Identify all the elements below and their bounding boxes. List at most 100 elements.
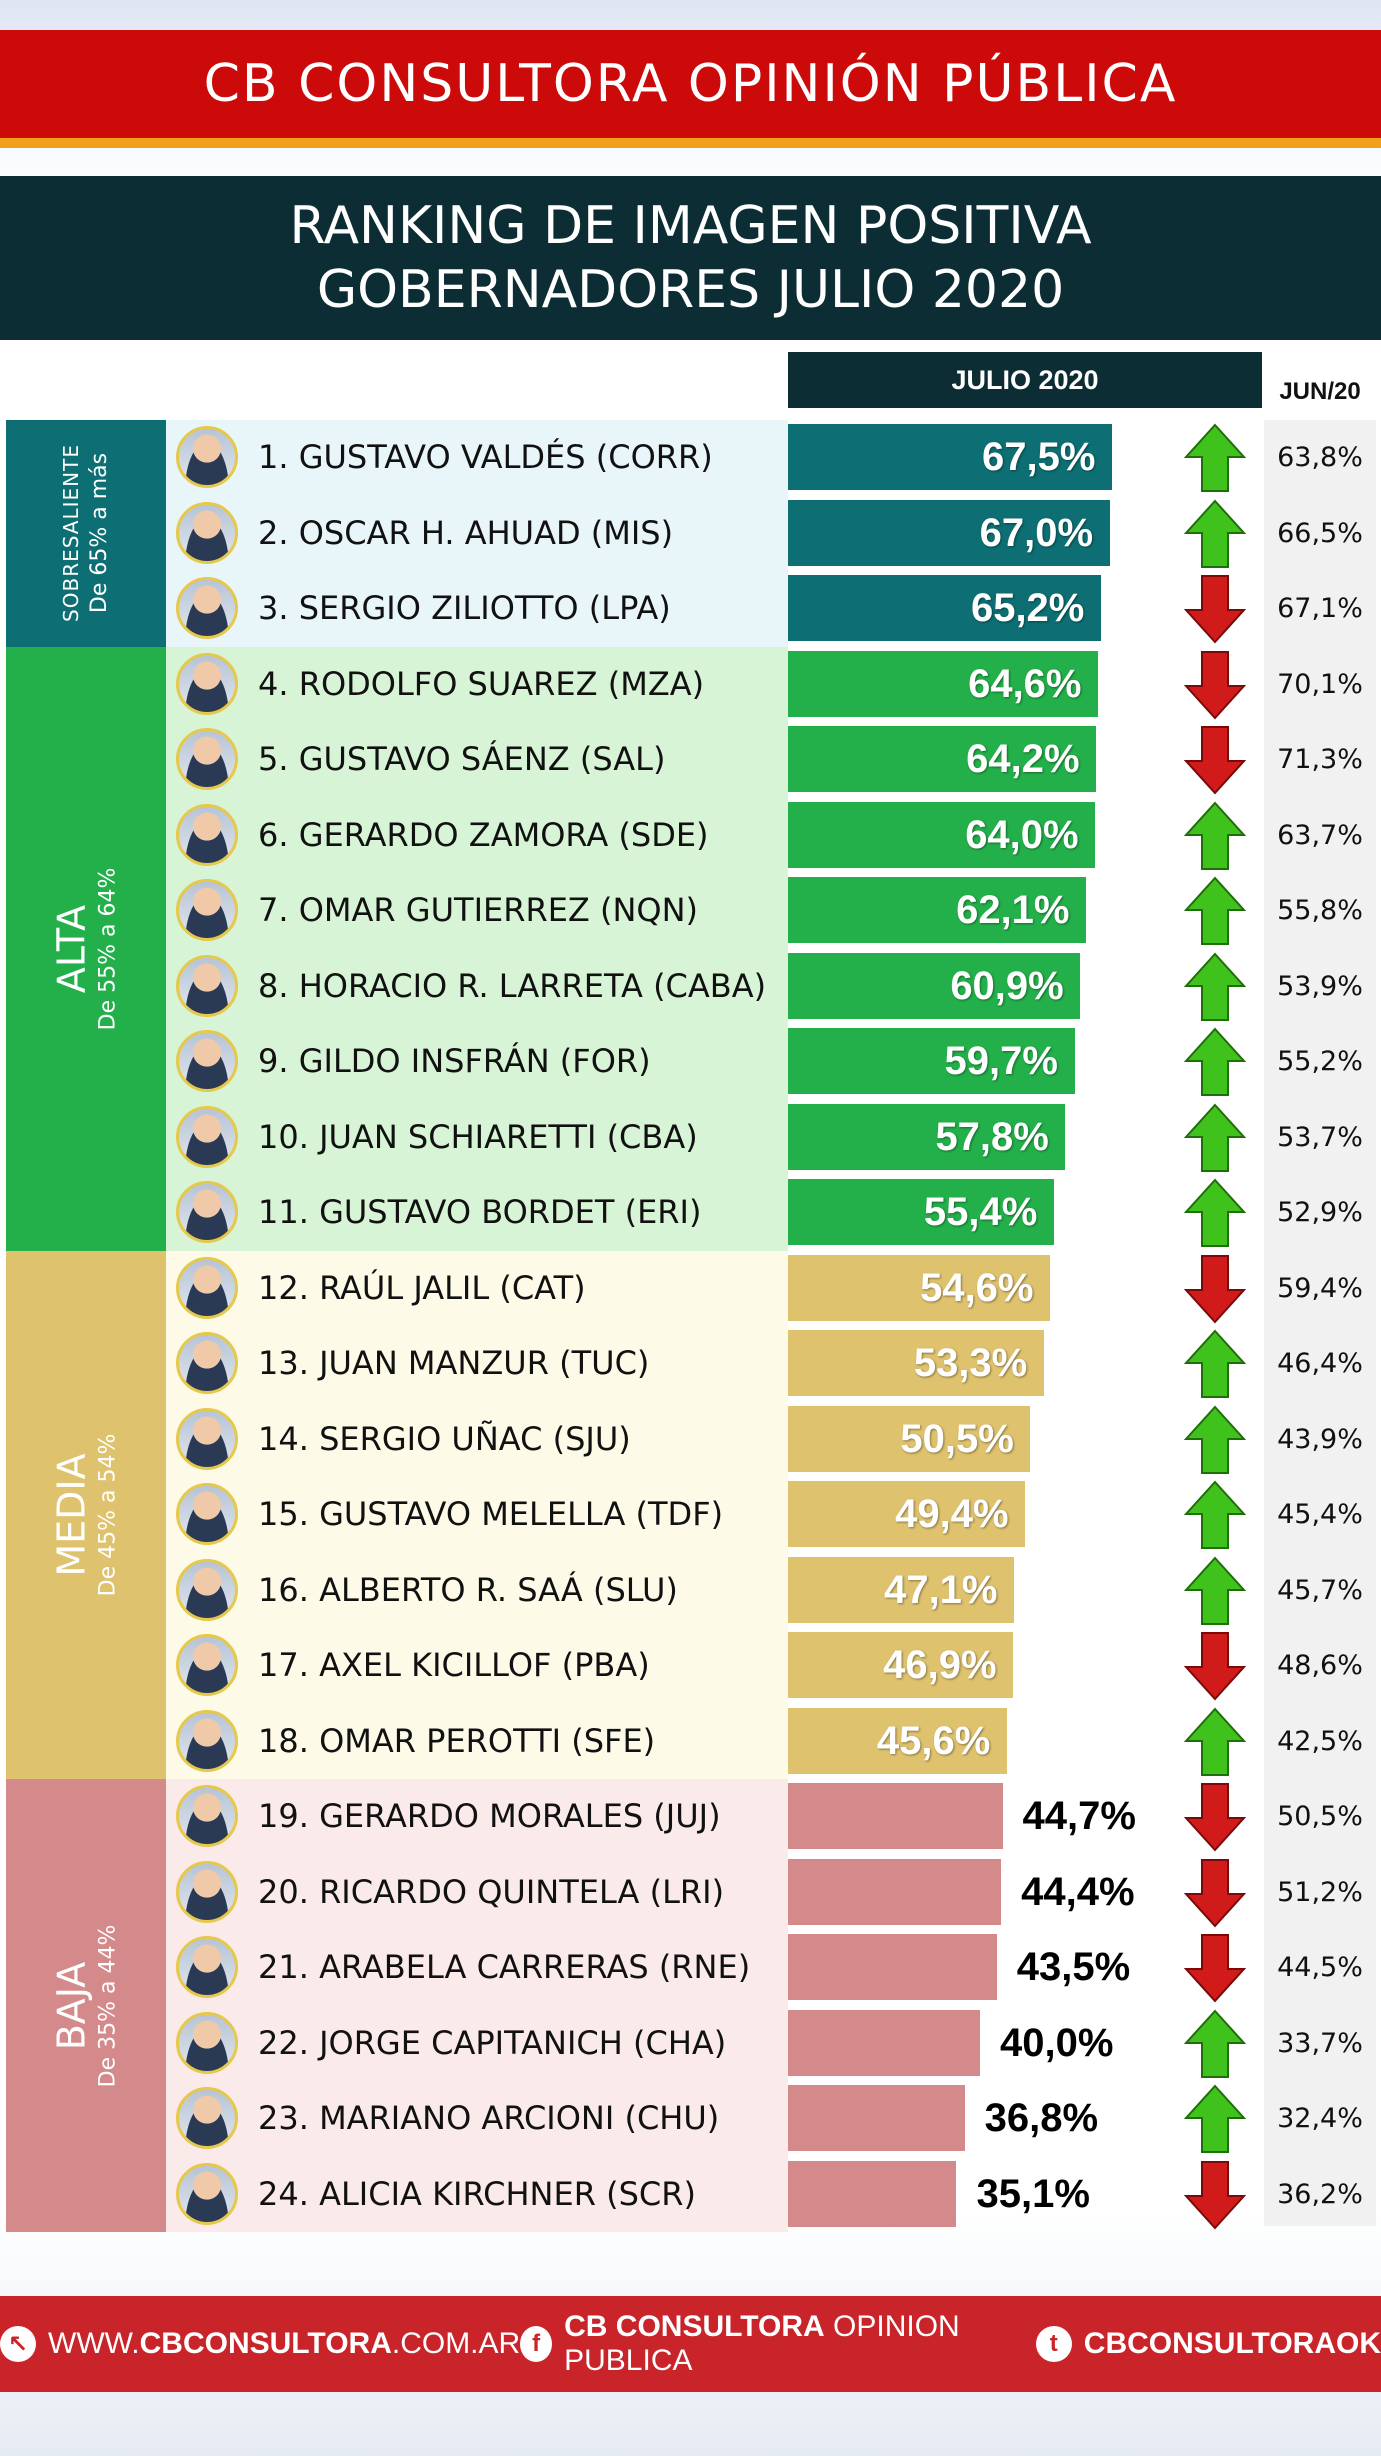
bar-value-label: 50,5% <box>900 1416 1014 1461</box>
bar-value-label: 54,6% <box>920 1265 1034 1310</box>
governor-photo <box>176 954 238 1017</box>
previous-value-label: 71,3% <box>1277 744 1363 775</box>
bar-value-label: 55,4% <box>923 1190 1038 1234</box>
bar-value-label: 60,9% <box>950 963 1064 1008</box>
footer-bar: ↖ WWW.CBCONSULTORA.COM.AR f CB CONSULTOR… <box>0 2296 1381 2392</box>
bar-value-label: 53,3% <box>913 1341 1028 1385</box>
bar-julio-2020 <box>788 650 1099 717</box>
previous-value-label: 36,2% <box>1277 2178 1363 2210</box>
governor-name: 4. RODOLFO SUAREZ (MZA) <box>258 664 705 703</box>
arrow-down-icon <box>1184 726 1246 795</box>
arrow-down-icon <box>1184 1254 1246 1323</box>
arrow-down-icon <box>1184 575 1246 644</box>
governor-photo <box>176 1483 238 1545</box>
arrow-up-icon <box>1184 1103 1246 1172</box>
governor-photo <box>176 1860 238 1923</box>
band-side-media: MEDIA De 45% a 54% <box>6 1250 166 1779</box>
previous-value-label: 59,4% <box>1277 1272 1363 1304</box>
bar-julio-2020 <box>788 1707 1007 1774</box>
band-background-media <box>166 1250 788 1779</box>
bar-julio-2020 <box>788 1254 1051 1321</box>
arrow-down-icon <box>1184 1783 1246 1852</box>
bar-julio-2020 <box>788 1783 1003 1849</box>
footer-facebook[interactable]: f CB CONSULTORA OPINION PUBLICA <box>520 2310 1036 2378</box>
governor-name: 8. HORACIO R. LARRETA (CABA) <box>258 966 767 1005</box>
bar-julio-2020 <box>788 424 1112 490</box>
bar-julio-2020 <box>788 2009 980 2076</box>
governor-photo <box>176 879 238 941</box>
governor-name: 5. GUSTAVO SÁENZ (SAL) <box>258 740 666 778</box>
governor-name: 20. RICARDO QUINTELA (LRI) <box>258 1872 725 1911</box>
governor-name: 23. MARIANO ARCIONI (CHU) <box>258 2099 720 2137</box>
bar-value-label: 47,1% <box>884 1567 998 1612</box>
governor-photo <box>176 2011 238 2074</box>
governor-photo <box>176 728 238 790</box>
previous-value-label: 67,1% <box>1277 593 1363 624</box>
bar-julio-2020 <box>788 1405 1031 1472</box>
governor-photo <box>176 1558 238 1621</box>
band-background-baja <box>166 1779 788 2232</box>
bar-julio-2020 <box>788 801 1096 868</box>
brand-banner: CB CONSULTORA OPINIÓN PÚBLICA <box>0 30 1381 148</box>
previous-value-label: 51,2% <box>1277 1876 1363 1908</box>
bar-julio-2020 <box>788 1330 1044 1396</box>
bar-value-label: 43,5% <box>1016 1945 1131 1989</box>
arrow-up-icon <box>1184 1178 1246 1247</box>
governor-name: 13. JUAN MANZUR (TUC) <box>258 1344 650 1382</box>
governor-name: 19. GERARDO MORALES (JUJ) <box>258 1797 721 1835</box>
previous-value-label: 55,8% <box>1277 895 1363 926</box>
cursor-click-icon: ↖ <box>0 2326 36 2362</box>
bar-julio-2020 <box>788 2085 965 2151</box>
governor-name: 3. SERGIO ZILIOTTO (LPA) <box>258 589 671 627</box>
bar-value-label: 40,0% <box>1000 2020 1114 2065</box>
bar-value-label: 49,4% <box>895 1492 1009 1536</box>
bar-julio-2020 <box>788 877 1087 943</box>
arrow-up-icon <box>1184 801 1246 870</box>
arrow-up-icon <box>1184 1329 1246 1398</box>
arrow-up-icon <box>1184 1707 1246 1776</box>
bar-julio-2020 <box>788 2160 957 2227</box>
previous-value-label: 32,4% <box>1277 2103 1363 2134</box>
previous-value-label: 66,5% <box>1277 517 1363 549</box>
governor-photo <box>176 1256 238 1319</box>
governor-name: 11. GUSTAVO BORDET (ERI) <box>258 1193 702 1231</box>
arrow-down-icon <box>1184 1632 1246 1701</box>
governor-name: 18. OMAR PEROTTI (SFE) <box>258 1721 656 1760</box>
arrow-down-icon <box>1184 1858 1246 1927</box>
arrow-up-icon <box>1184 423 1246 492</box>
bar-value-label: 57,8% <box>935 1114 1049 1159</box>
arrow-up-icon <box>1184 952 1246 1021</box>
previous-value-label: 53,7% <box>1277 1121 1363 1153</box>
governor-name: 1. GUSTAVO VALDÉS (CORR) <box>258 438 713 476</box>
bar-julio-2020 <box>788 1858 1002 1925</box>
previous-value-label: 55,2% <box>1277 1046 1363 1077</box>
arrow-down-icon <box>1184 2160 1246 2229</box>
bar-value-label: 67,0% <box>979 510 1094 555</box>
previous-value-label: 63,8% <box>1277 442 1363 473</box>
band-background-alta <box>166 646 788 1251</box>
previous-value-label: 46,4% <box>1277 1348 1363 1379</box>
bar-julio-2020 <box>788 575 1101 641</box>
previous-value-label: 33,7% <box>1277 2027 1363 2059</box>
brand-title: CB CONSULTORA OPINIÓN PÚBLICA <box>203 54 1178 114</box>
governor-name: 10. JUAN SCHIARETTI (CBA) <box>258 1117 698 1156</box>
governor-photo <box>176 1332 238 1394</box>
bar-julio-2020 <box>788 952 1081 1019</box>
previous-value-label: 45,4% <box>1277 1499 1363 1530</box>
governor-photo <box>176 1105 238 1168</box>
bar-julio-2020 <box>788 1481 1026 1547</box>
arrow-up-icon <box>1184 1556 1246 1625</box>
footer-twitter[interactable]: t CBCONSULTORAOK <box>1035 2326 1381 2362</box>
twitter-handle: CBCONSULTORAOK <box>1083 2327 1381 2360</box>
previous-value-label: 45,7% <box>1277 1574 1363 1606</box>
previous-value-label: 48,6% <box>1277 1650 1363 1681</box>
footer-website[interactable]: ↖ WWW.CBCONSULTORA.COM.AR <box>0 2326 520 2362</box>
governor-name: 14. SERGIO UÑAC (SJU) <box>258 1419 631 1458</box>
bar-julio-2020 <box>788 1934 997 2000</box>
facebook-text: CB CONSULTORA OPINION PUBLICA <box>564 2310 960 2377</box>
governor-photo <box>176 1181 238 1243</box>
previous-value-label: 63,7% <box>1277 819 1363 851</box>
band-side-baja: BAJA De 35% a 44% <box>6 1779 166 2232</box>
arrow-up-icon <box>1184 2084 1246 2153</box>
governor-name: 24. ALICIA KIRCHNER (SCR) <box>258 2174 696 2213</box>
